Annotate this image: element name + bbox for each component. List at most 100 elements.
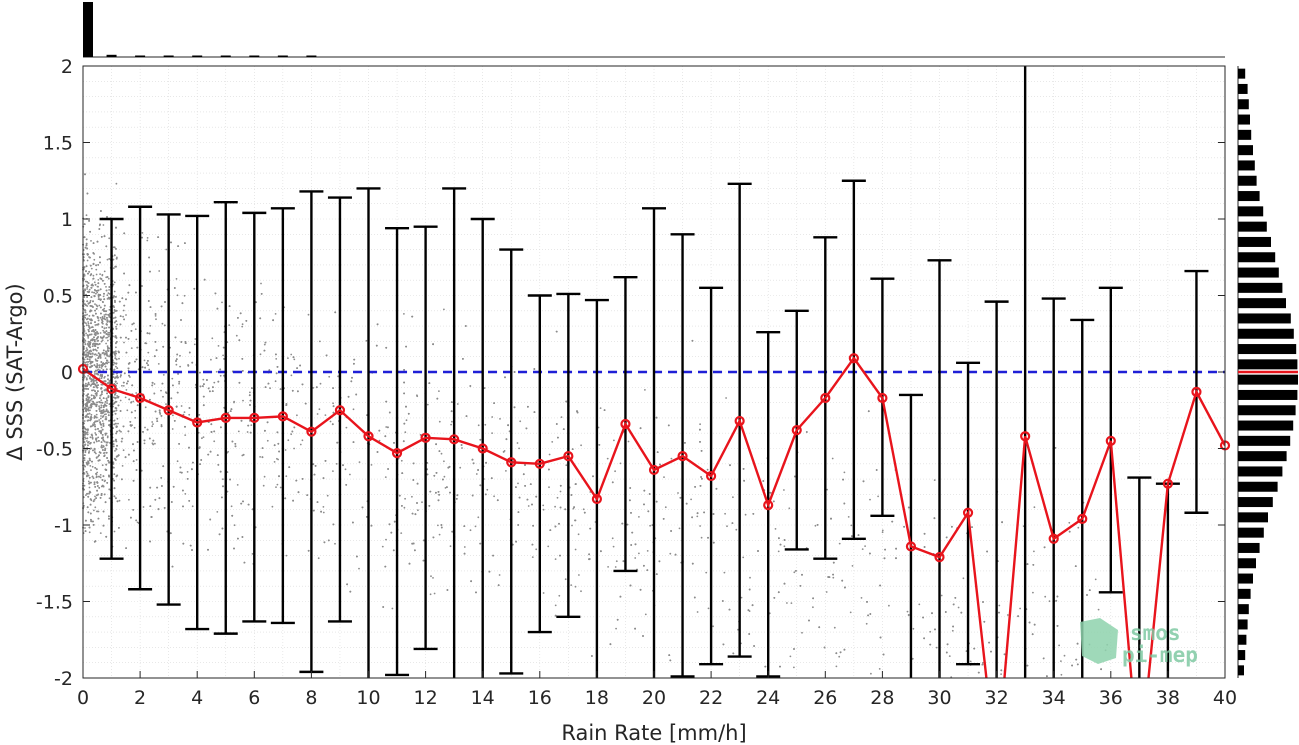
scatter-point [88,486,91,489]
scatter-point [103,315,106,318]
scatter-point [721,600,724,602]
scatter-point [1033,550,1035,553]
scatter-point [115,182,118,185]
scatter-point [93,373,96,375]
scatter-point [1076,642,1079,645]
scatter-point [114,299,116,302]
scatter-point [114,350,117,353]
scatter-point [96,420,99,423]
scatter-point [249,391,251,394]
scatter-point [144,342,147,345]
scatter-point [329,420,332,423]
scatter-point [216,511,219,513]
scatter-point [929,630,932,633]
scatter-point [301,383,304,386]
scatter-point [188,500,191,502]
scatter-point [565,400,568,403]
scatter-point [165,248,168,251]
scatter-point [84,280,87,283]
scatter-point [89,503,92,506]
scatter-point [349,473,351,476]
scatter-point [554,558,557,560]
scatter-point [241,536,244,538]
scatter-point [89,333,91,336]
scatter-point [658,560,661,563]
scatter-point [812,606,814,609]
scatter-point [87,337,90,339]
scatter-point [296,414,298,417]
scatter-point [607,566,609,568]
scatter-point [332,411,335,414]
scatter-point [484,423,487,426]
scatter-point [322,511,325,514]
scatter-point [115,265,117,268]
scatter-point [870,672,872,675]
scatter-point [464,325,467,327]
scatter-point [381,545,384,548]
scatter-point [105,289,108,292]
scatter-point [764,665,767,668]
scatter-point [124,396,127,399]
scatter-point [869,613,872,615]
scatter-point [259,353,262,356]
scatter-point [115,365,117,368]
scatter-point [142,506,145,508]
scatter-point [99,476,102,479]
scatter-point [105,245,108,248]
scatter-point [98,487,101,489]
scatter-point [332,387,334,389]
scatter-point [176,460,179,463]
scatter-point [433,592,436,595]
scatter-point [103,304,106,307]
scatter-point [127,430,130,433]
scatter-point [376,451,379,453]
scatter-point [788,507,791,510]
scatter-point [149,540,152,543]
scatter-point [572,507,575,510]
scatter-point [365,339,368,342]
scatter-point [158,409,161,412]
scatter-point [116,375,119,377]
scatter-point [115,346,117,349]
scatter-point [907,506,910,509]
scatter-point [611,537,614,540]
scatter-point [141,285,143,287]
scatter-point [519,420,522,423]
scatter-point [279,388,282,390]
scatter-point [175,278,178,280]
scatter-point [773,597,776,599]
scatter-point [236,484,239,486]
scatter-point [182,505,184,508]
scatter-point [559,490,562,493]
scatter-point [103,307,106,310]
scatter-point [319,382,322,385]
scatter-point [358,567,360,570]
scatter-point [85,361,88,363]
scatter-point [982,601,984,603]
scatter-point [634,627,636,630]
scatter-point [332,470,334,472]
scatter-point [107,277,110,280]
scatter-point [411,542,414,545]
scatter-point [202,436,205,438]
scatter-point [87,381,90,384]
scatter-point [878,668,881,670]
scatter-point [86,288,88,290]
scatter-point [297,390,299,393]
scatter-point [199,463,202,465]
scatter-point [527,405,529,408]
scatter-point [103,298,106,301]
scatter-point [99,474,102,476]
scatter-point [102,439,105,442]
scatter-point [105,350,107,353]
scatter-point [273,461,276,463]
scatter-point [103,270,106,273]
scatter-point [690,498,692,501]
scatter-point [449,545,452,548]
scatter-point [1060,660,1062,662]
scatter-point [98,369,101,371]
scatter-point [241,370,244,372]
scatter-point [125,336,127,339]
scatter-point [417,509,419,512]
scatter-point [477,424,480,427]
